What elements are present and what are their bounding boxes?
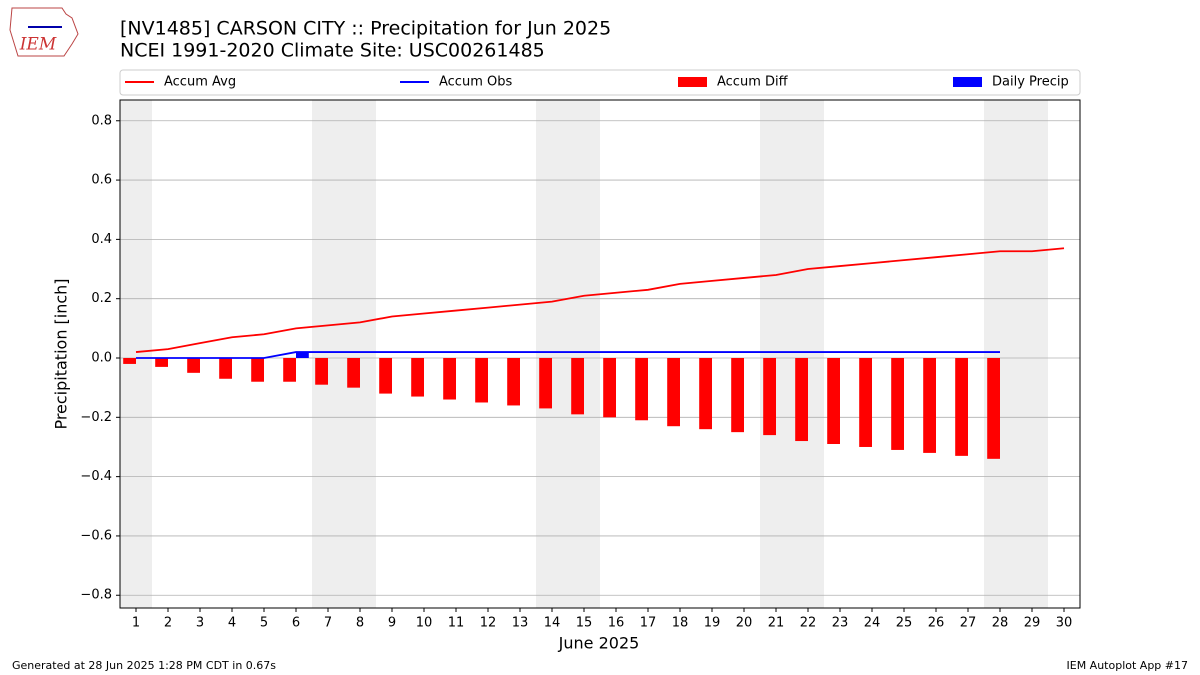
logo-outline <box>9 7 79 57</box>
y-tick-label: −0.4 <box>80 469 112 484</box>
bar <box>123 358 136 364</box>
bar <box>955 358 968 456</box>
weekend-shade <box>344 100 376 608</box>
legend-swatch <box>953 77 982 87</box>
line <box>136 351 1000 359</box>
logo: IEM <box>9 7 79 57</box>
y-tick-label: −0.8 <box>80 588 112 603</box>
x-tick-label: 9 <box>388 616 396 631</box>
legend-box <box>119 69 1081 96</box>
bar <box>667 358 680 427</box>
bar <box>987 358 1000 459</box>
x-tick-label: 24 <box>864 616 881 631</box>
bar <box>443 358 456 400</box>
x-tick-label: 8 <box>356 616 364 631</box>
bar <box>155 358 168 367</box>
line <box>135 247 1065 353</box>
x-tick-label: 15 <box>576 616 593 631</box>
x-tick-label: 18 <box>672 616 689 631</box>
bar <box>635 358 648 421</box>
bar <box>923 358 936 453</box>
bar <box>283 358 296 382</box>
y-tick-label: 0.6 <box>91 173 112 188</box>
weekend-shade <box>120 100 152 608</box>
x-tick-label: 1 <box>132 616 140 631</box>
weekend-shade <box>984 100 1016 608</box>
y-tick-label: 0.8 <box>91 113 112 128</box>
weekend-shade <box>568 100 600 608</box>
x-tick-label: 14 <box>544 616 561 631</box>
x-tick-label: 25 <box>896 616 913 631</box>
weekend-shade <box>1016 100 1048 608</box>
legend-label: Accum Obs <box>439 75 512 90</box>
bar <box>571 358 584 415</box>
x-tick-label: 13 <box>512 616 529 631</box>
x-tick-label: 20 <box>736 616 753 631</box>
y-tick-label: 0.0 <box>91 351 112 366</box>
footer-left: Generated at 28 Jun 2025 1:28 PM CDT in … <box>12 659 276 672</box>
y-axis-label: Precipitation [inch] <box>52 278 71 429</box>
legend-label: Accum Avg <box>164 75 236 90</box>
x-tick-label: 22 <box>800 616 817 631</box>
weekend-shade <box>312 100 344 608</box>
y-tick-label: −0.6 <box>80 528 112 543</box>
legend-swatch <box>678 77 707 87</box>
x-tick-label: 6 <box>292 616 300 631</box>
x-tick-label: 30 <box>1056 616 1073 631</box>
bar <box>859 358 872 447</box>
bar <box>251 358 264 382</box>
bar <box>891 358 904 450</box>
x-tick-label: 2 <box>164 616 172 631</box>
weekend-shade <box>536 100 568 608</box>
y-tick-label: 0.4 <box>91 232 112 247</box>
bar <box>411 358 424 397</box>
plot-frame <box>119 99 1081 609</box>
bar <box>795 358 808 442</box>
x-tick-label: 29 <box>1024 616 1041 631</box>
bar <box>603 358 616 418</box>
y-tick-label: −0.2 <box>80 410 112 425</box>
x-tick-label: 3 <box>196 616 204 631</box>
weekend-shade <box>760 100 792 608</box>
bar <box>731 358 744 433</box>
bar <box>475 358 488 403</box>
bar <box>699 358 712 430</box>
x-tick-label: 27 <box>960 616 977 631</box>
x-tick-label: 16 <box>608 616 625 631</box>
x-tick-label: 28 <box>992 616 1009 631</box>
bar <box>219 358 232 379</box>
x-tick-label: 12 <box>480 616 497 631</box>
logo-text: IEM <box>19 35 57 55</box>
legend-label: Daily Precip <box>992 75 1069 90</box>
footer-right: IEM Autoplot App #17 <box>1067 659 1189 672</box>
bar <box>827 358 840 445</box>
bar <box>347 358 360 388</box>
y-tick-label: 0.2 <box>91 291 112 306</box>
chart-title: [NV1485] CARSON CITY :: Precipitation fo… <box>120 18 611 40</box>
bar <box>539 358 552 409</box>
x-tick-label: 23 <box>832 616 849 631</box>
bar <box>315 358 328 385</box>
x-tick-label: 19 <box>704 616 721 631</box>
x-tick-label: 5 <box>260 616 268 631</box>
bar <box>296 352 309 359</box>
x-tick-label: 10 <box>416 616 433 631</box>
x-tick-label: 26 <box>928 616 945 631</box>
bar <box>187 358 200 373</box>
weekend-shade <box>792 100 824 608</box>
x-tick-label: 7 <box>324 616 332 631</box>
bar <box>507 358 520 406</box>
bar <box>379 358 392 394</box>
chart-subtitle: NCEI 1991-2020 Climate Site: USC00261485 <box>120 40 545 62</box>
legend-label: Accum Diff <box>717 75 789 90</box>
x-tick-label: 4 <box>228 616 236 631</box>
x-tick-label: 11 <box>448 616 465 631</box>
bar <box>763 358 776 436</box>
x-axis-label: June 2025 <box>558 634 640 653</box>
x-tick-label: 21 <box>768 616 785 631</box>
x-tick-label: 17 <box>640 616 657 631</box>
